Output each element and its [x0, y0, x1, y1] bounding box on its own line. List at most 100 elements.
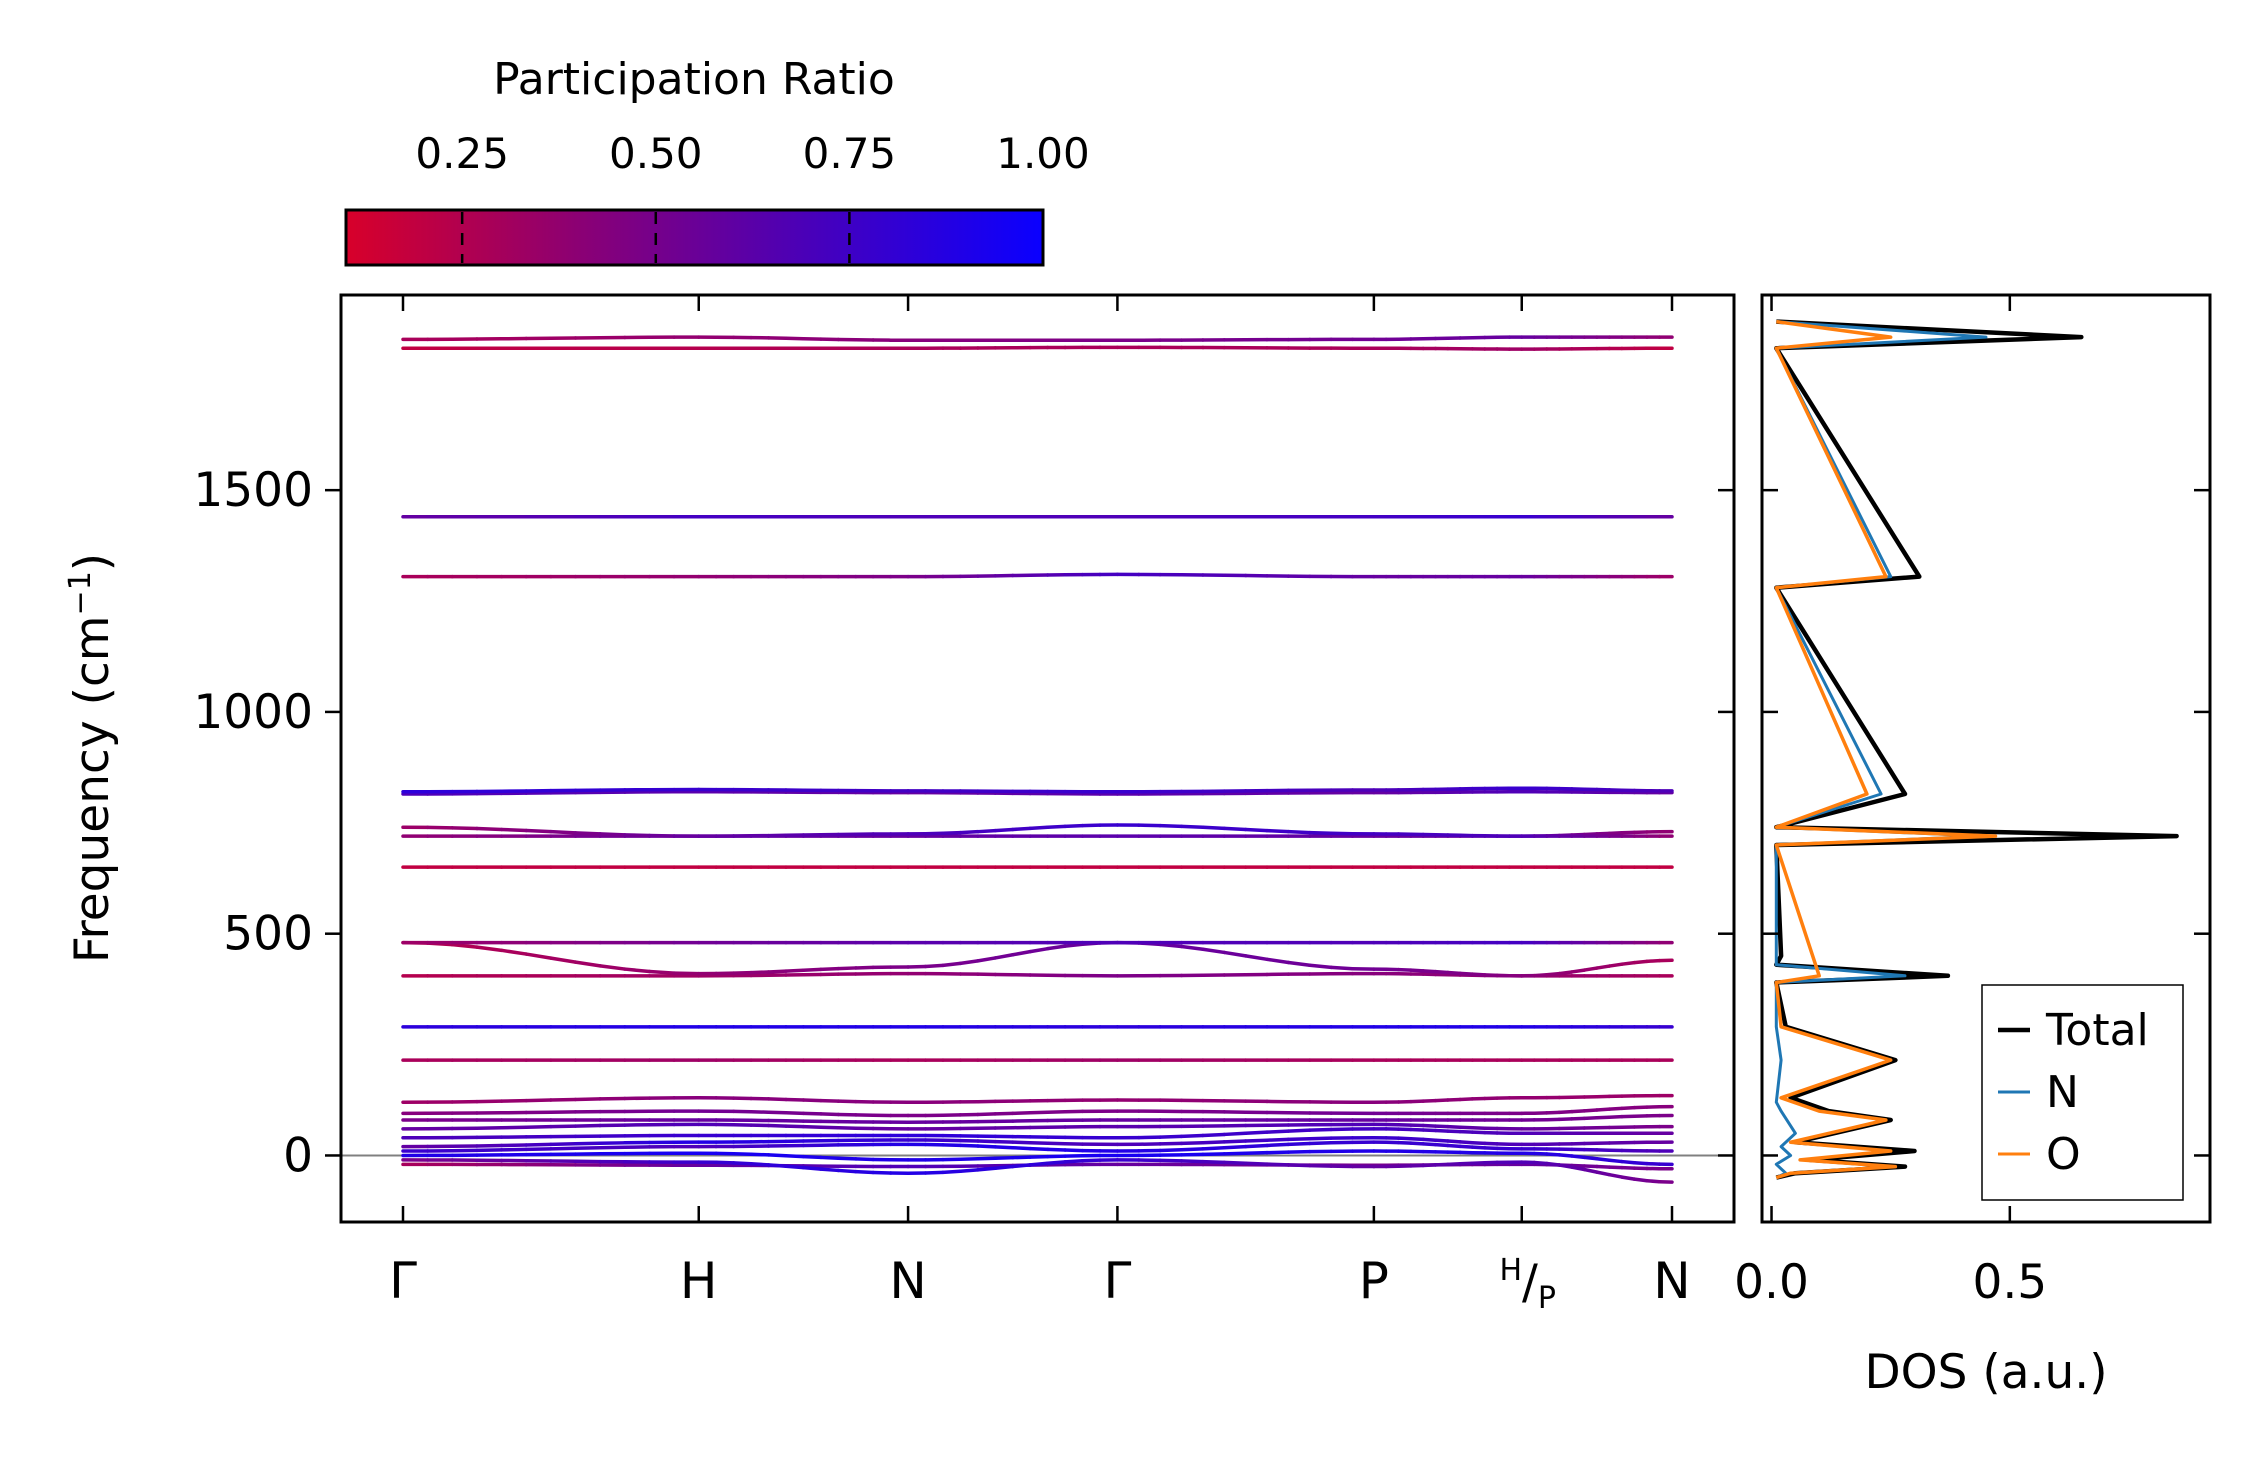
band-segment: [995, 1113, 1012, 1114]
band-segment: [1310, 833, 1331, 834]
dos-x-tick-label: 0.5: [1972, 1255, 2047, 1310]
band-segment: [1288, 1165, 1309, 1166]
band-segment: [838, 968, 855, 969]
band-segment: [1267, 1131, 1288, 1132]
band-segment: [502, 829, 527, 830]
band-segment: [1160, 1150, 1181, 1151]
band-segment: [502, 1149, 527, 1150]
band-segment: [1609, 1108, 1622, 1109]
band-segment: [1013, 952, 1030, 955]
band-segment: [1331, 967, 1352, 968]
band-segment: [1547, 1112, 1560, 1113]
band-segment: [1267, 1152, 1288, 1153]
band-segment: [551, 1099, 576, 1100]
band-segment: [551, 958, 576, 962]
band-segment: [1030, 1143, 1047, 1144]
band-segment: [1472, 974, 1484, 975]
band-segment: [576, 1148, 601, 1149]
band-segment: [625, 969, 650, 971]
k-point-label: P: [1359, 1252, 1389, 1310]
dos-x-tick-label: 0.0: [1734, 1255, 1809, 1310]
band-b7: [403, 1124, 1672, 1128]
band-segment: [1647, 961, 1660, 962]
band-segment: [1013, 828, 1030, 829]
band-segment: [1559, 1165, 1572, 1167]
band-segment: [1622, 1108, 1635, 1109]
band-segment: [1597, 1167, 1610, 1168]
colorbar-gradient: [346, 210, 1043, 265]
band-segment: [1065, 826, 1082, 827]
band-segment: [821, 1169, 838, 1170]
band-segment: [1310, 965, 1331, 967]
band-segment: [1622, 1162, 1635, 1163]
band-segment: [821, 969, 838, 970]
band-segment: [1288, 963, 1309, 966]
band-segment: [978, 1168, 995, 1170]
band-segment: [1224, 1162, 1245, 1163]
band-segment: [1460, 1142, 1472, 1143]
band-segment: [526, 1149, 551, 1150]
band-segment: [1224, 952, 1245, 955]
band-segment: [1083, 1160, 1100, 1161]
band-segment: [1609, 833, 1622, 834]
band-segment: [769, 1126, 786, 1127]
band-segment: [1310, 1138, 1331, 1139]
band-segment: [1246, 1140, 1267, 1141]
band-segment: [1597, 1159, 1610, 1160]
band-segment: [1435, 1126, 1447, 1127]
band-segment: [1647, 1181, 1660, 1182]
band-segment: [734, 973, 751, 974]
band-segment: [674, 973, 699, 974]
band-segment: [576, 1099, 601, 1100]
band-segment: [1572, 1156, 1585, 1157]
band-segment: [995, 1158, 1012, 1159]
band-segment: [734, 1154, 751, 1155]
band-segment: [803, 1100, 820, 1101]
band-segment: [1534, 1153, 1547, 1154]
band-segment: [1246, 1145, 1267, 1146]
band-segment: [786, 1126, 803, 1127]
band-segment: [1399, 1143, 1411, 1144]
band-segment: [1634, 1163, 1647, 1164]
band-segment: [1448, 1131, 1460, 1132]
band-segment: [1030, 949, 1047, 952]
band-segment: [1584, 1157, 1597, 1158]
colorbar-tick-label: 0.25: [415, 129, 509, 178]
band-segment: [1399, 1138, 1411, 1139]
band-segment: [769, 1099, 786, 1100]
band-segment: [551, 1148, 576, 1149]
band-segment: [1597, 966, 1610, 968]
band-segment: [943, 1145, 960, 1146]
band-segment: [1030, 1157, 1047, 1158]
band-segment: [751, 972, 768, 973]
band-segment: [576, 962, 601, 966]
band-segment: [803, 1157, 820, 1158]
band-segment: [769, 1165, 786, 1166]
band-segment: [551, 1126, 576, 1127]
band-segment: [1423, 1101, 1435, 1102]
band-segment: [452, 828, 477, 829]
band-segment: [960, 1170, 977, 1171]
band-segment: [1030, 1112, 1047, 1113]
band-segment: [1609, 964, 1622, 966]
colorbar-tick-label: 1.00: [996, 129, 1090, 178]
k-point-label: Γ: [1103, 1252, 1131, 1310]
band-segment: [1423, 1130, 1435, 1131]
band-segment: [1584, 1166, 1597, 1167]
band-segment: [1448, 1145, 1460, 1146]
band-segment: [1160, 826, 1181, 827]
band-segment: [838, 1158, 855, 1159]
band-segment: [452, 945, 477, 947]
band-segment: [978, 1114, 995, 1115]
band-segment: [1609, 1175, 1622, 1177]
band-segment: [1288, 1130, 1309, 1131]
band-segment: [978, 1158, 995, 1159]
band-segment: [551, 1144, 576, 1145]
band-segment: [803, 1127, 820, 1128]
band-segment: [1203, 1162, 1224, 1163]
band-segment: [1310, 1129, 1331, 1130]
dos-curve-o: [1776, 322, 1995, 1178]
band-b23: [403, 347, 1672, 349]
band-b2: [403, 1160, 1672, 1182]
